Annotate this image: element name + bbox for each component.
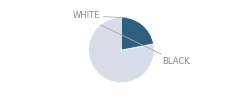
Wedge shape bbox=[121, 17, 154, 50]
Text: BLACK: BLACK bbox=[101, 25, 190, 66]
Text: WHITE: WHITE bbox=[73, 11, 127, 20]
Wedge shape bbox=[89, 17, 154, 83]
